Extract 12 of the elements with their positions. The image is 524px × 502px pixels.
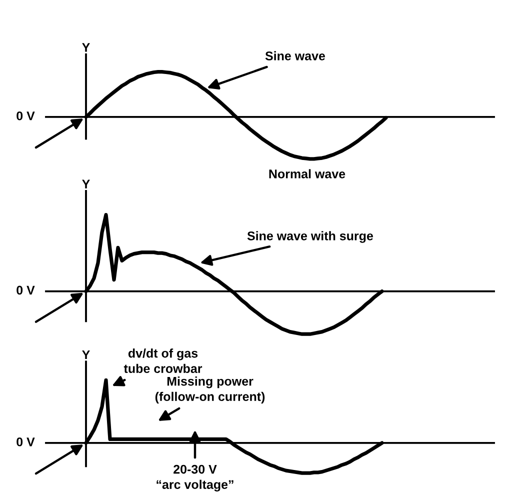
y-axis-title: Y bbox=[82, 43, 90, 52]
y-axis-title: Y bbox=[82, 350, 90, 360]
annotation: Missing power (follow-on current) bbox=[155, 376, 265, 404]
text: 0 V bbox=[16, 437, 35, 446]
text: 0 V bbox=[16, 286, 35, 295]
text: Normal wave bbox=[269, 169, 346, 178]
annotation: 20-30 V “arc voltage” bbox=[156, 464, 234, 492]
y-axis-title: Y bbox=[82, 180, 90, 188]
text: dv/dt of gas tube crowbar bbox=[124, 348, 202, 374]
text: Sine wave bbox=[265, 51, 326, 60]
annotation: Sine wave with surge bbox=[247, 231, 373, 243]
text: 0 V bbox=[16, 111, 35, 120]
